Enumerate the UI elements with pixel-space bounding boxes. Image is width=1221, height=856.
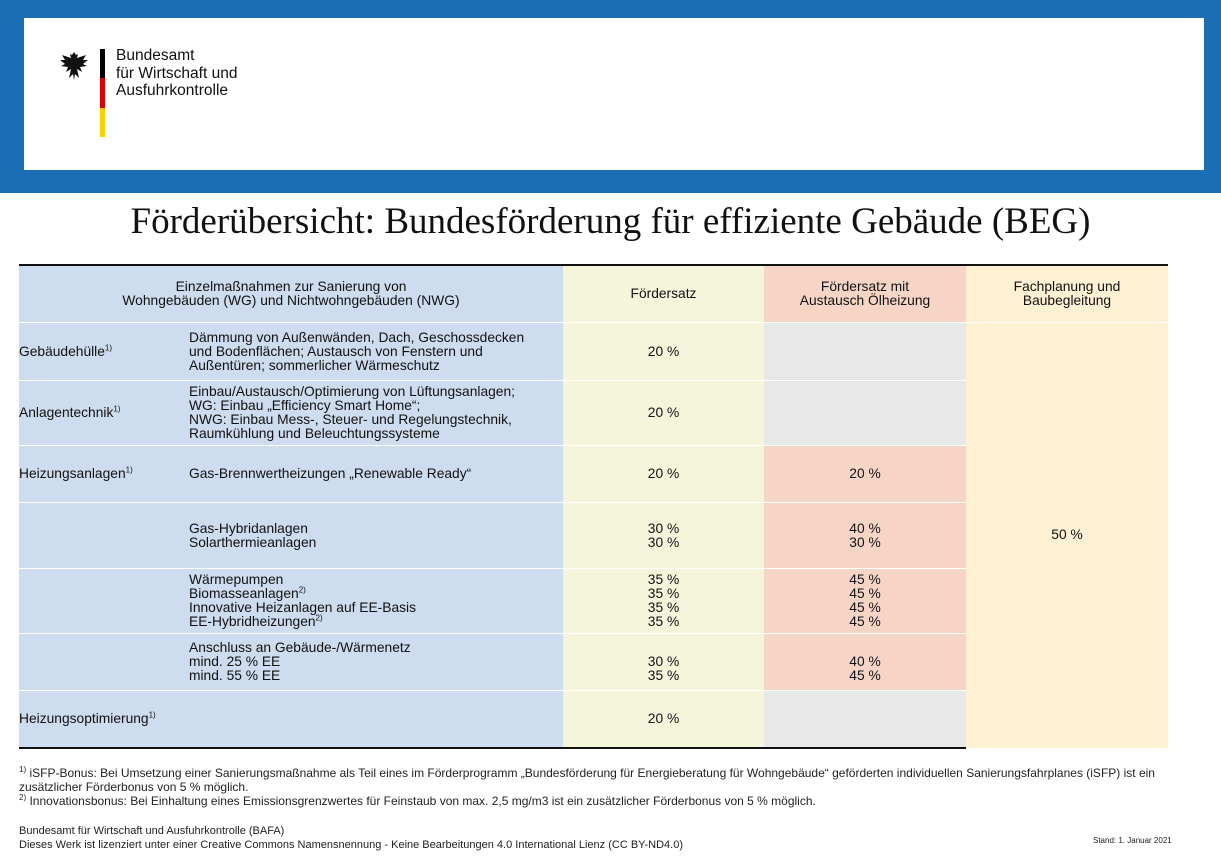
rate-cell: 30 % 35 % bbox=[563, 633, 764, 691]
stand-date: Stand: 1. Januar 2021 bbox=[1093, 836, 1172, 845]
description-cell: Wärmepumpen Biomasseanlagen2) Innovative… bbox=[189, 568, 563, 634]
category-cell bbox=[19, 633, 189, 691]
category-cell: Anlagentechnik1) bbox=[19, 380, 189, 446]
oil-rate-cell bbox=[764, 322, 966, 381]
oil-rate-cell: 40 % 45 % bbox=[764, 633, 966, 691]
table-row: Heizungsanlagen1) Gas-Brennwertheizungen… bbox=[19, 445, 1168, 503]
rate-cell: 20 % bbox=[563, 445, 764, 503]
header-card bbox=[24, 18, 1204, 170]
planning-rate-cell: 50 % bbox=[966, 322, 1168, 748]
description-cell: Dämmung von Außenwänden, Dach, Geschossd… bbox=[189, 322, 563, 381]
license-footer: Bundesamt für Wirtschaft und Ausfuhrkont… bbox=[19, 825, 683, 851]
oil-rate-cell: 45 % 45 % 45 % 45 % bbox=[764, 568, 966, 634]
category-cell: Gebäudehülle1) bbox=[19, 322, 189, 381]
oil-rate-cell bbox=[764, 380, 966, 446]
german-flag-bar bbox=[100, 49, 105, 137]
header-oil: Fördersatz mit Austausch Ölheizung bbox=[764, 264, 966, 323]
funding-table: Einzelmaßnahmen zur Sanierung von Wohnge… bbox=[19, 264, 1168, 749]
rate-cell: 20 % bbox=[563, 380, 764, 446]
description-cell: Einbau/Austausch/Optimierung von Lüftung… bbox=[189, 380, 563, 446]
table-row: Gebäudehülle1) Dämmung von Außenwänden, … bbox=[19, 322, 1168, 748]
category-cell: Heizungsoptimierung1) bbox=[19, 690, 563, 749]
rate-cell: 30 % 30 % bbox=[563, 502, 764, 569]
header-rate: Fördersatz bbox=[563, 264, 764, 323]
footnote-1: 1) iSFP-Bonus: Bei Umsetzung einer Sanie… bbox=[19, 765, 1155, 795]
table-row: Heizungsoptimierung1) 20 % bbox=[19, 690, 1168, 749]
oil-rate-cell: 20 % bbox=[764, 445, 966, 503]
description-cell: Gas-Hybridanlagen Solarthermieanlagen bbox=[189, 502, 563, 569]
page-title: Förderübersicht: Bundesförderung für eff… bbox=[130, 201, 1091, 242]
table-row: Wärmepumpen Biomasseanlagen2) Innovative… bbox=[19, 568, 1168, 634]
table-row: Anlagentechnik1) Einbau/Austausch/Optimi… bbox=[19, 380, 1168, 446]
oil-rate-cell bbox=[764, 690, 966, 749]
federal-eagle-icon bbox=[60, 52, 88, 80]
description-cell: Anschluss an Gebäude-/Wärmenetz mind. 25 … bbox=[189, 633, 563, 691]
category-cell: Heizungsanlagen1) bbox=[19, 445, 189, 503]
rate-cell: 20 % bbox=[563, 322, 764, 381]
rate-cell: 20 % bbox=[563, 690, 764, 749]
oil-rate-cell: 40 % 30 % bbox=[764, 502, 966, 569]
header-measures: Einzelmaßnahmen zur Sanierung von Wohnge… bbox=[19, 264, 563, 323]
rate-cell: 35 % 35 % 35 % 35 % bbox=[563, 568, 764, 634]
description-cell: Gas-Brennwertheizungen „Renewable Ready“ bbox=[189, 445, 563, 503]
category-cell bbox=[19, 502, 189, 569]
agency-name: Bundesamt für Wirtschaft und Ausfuhrkont… bbox=[116, 47, 238, 99]
category-cell bbox=[19, 568, 189, 634]
table-row: Gas-Hybridanlagen Solarthermieanlagen 30 … bbox=[19, 502, 1168, 569]
footnote-2: 2) Innovationsbonus: Bei Einhaltung eine… bbox=[19, 793, 816, 809]
header-planning: Fachplanung und Baubegleitung bbox=[966, 264, 1168, 323]
footnotes: 1) iSFP-Bonus: Bei Umsetzung einer Sanie… bbox=[19, 765, 1179, 809]
table-row: Anschluss an Gebäude-/Wärmenetz mind. 25 … bbox=[19, 633, 1168, 691]
